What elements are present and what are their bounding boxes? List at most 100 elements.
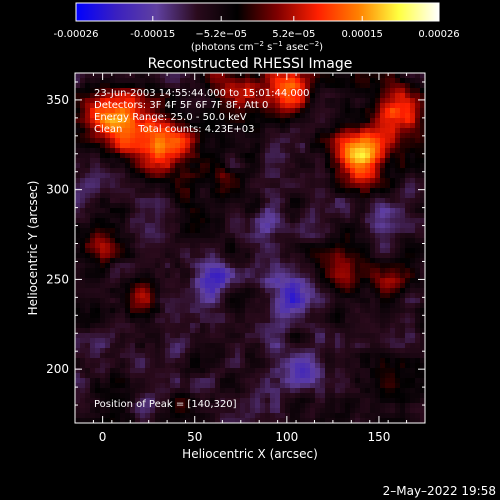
heatmap-cell	[255, 178, 261, 184]
heatmap-cell	[410, 83, 416, 89]
heatmap-cell	[100, 163, 106, 169]
heatmap-cell	[80, 313, 86, 319]
heatmap-cell	[310, 418, 316, 423]
heatmap-cell	[335, 418, 341, 423]
heatmap-cell	[385, 213, 391, 219]
heatmap-cell	[315, 243, 321, 249]
heatmap-cell	[405, 333, 411, 339]
heatmap-cell	[90, 328, 96, 334]
heatmap-cell	[290, 118, 296, 124]
heatmap-cell	[155, 218, 161, 224]
heatmap-cell	[110, 353, 116, 359]
heatmap-cell	[170, 388, 176, 394]
heatmap-cell	[85, 163, 91, 169]
heatmap-cell	[265, 403, 271, 409]
heatmap-cell	[360, 418, 366, 423]
heatmap-cell	[80, 128, 86, 134]
heatmap-cell	[195, 328, 201, 334]
heatmap-cell	[335, 318, 341, 324]
heatmap-cell	[220, 238, 226, 244]
heatmap-cell	[185, 393, 191, 399]
heatmap-cell	[395, 168, 401, 174]
heatmap-cell	[270, 393, 276, 399]
heatmap-cell	[115, 128, 121, 134]
heatmap-cell	[355, 268, 361, 274]
heatmap-cell	[155, 168, 161, 174]
heatmap-cell	[380, 368, 386, 374]
heatmap-cell	[415, 213, 421, 219]
heatmap-cell	[225, 158, 231, 164]
heatmap-cell	[400, 193, 406, 199]
heatmap-cell	[335, 398, 341, 404]
heatmap-cell	[95, 123, 101, 129]
heatmap-cell	[345, 133, 351, 139]
heatmap-cell	[175, 388, 181, 394]
heatmap-cell	[290, 288, 296, 294]
heatmap-cell	[385, 78, 391, 84]
heatmap-cell	[420, 148, 425, 154]
heatmap-cell	[235, 148, 241, 154]
heatmap-cell	[155, 258, 161, 264]
heatmap-cell	[380, 198, 386, 204]
heatmap-cell	[190, 173, 196, 179]
heatmap-cell	[150, 303, 156, 309]
heatmap-cell	[265, 83, 271, 89]
heatmap-cell	[290, 238, 296, 244]
heatmap-cell	[205, 208, 211, 214]
heatmap-cell	[410, 233, 416, 239]
heatmap-cell	[385, 373, 391, 379]
heatmap-cell	[105, 333, 111, 339]
heatmap-cell	[385, 183, 391, 189]
heatmap-cell	[195, 203, 201, 209]
heatmap-cell	[125, 278, 131, 284]
heatmap-cell	[330, 248, 336, 254]
heatmap-cell	[300, 333, 306, 339]
heatmap-cell	[80, 143, 86, 149]
heatmap-cell	[75, 228, 81, 234]
heatmap-cell	[420, 243, 425, 249]
heatmap-cell	[155, 288, 161, 294]
heatmap-cell	[270, 133, 276, 139]
heatmap-cell	[210, 243, 216, 249]
heatmap-cell	[195, 153, 201, 159]
heatmap-cell	[140, 373, 146, 379]
heatmap-cell	[330, 108, 336, 114]
heatmap-cell	[325, 293, 331, 299]
heatmap-cell	[295, 318, 301, 324]
heatmap-cell	[285, 123, 291, 129]
heatmap-cell	[210, 218, 216, 224]
heatmap-cell	[350, 173, 356, 179]
heatmap-cell	[400, 318, 406, 324]
heatmap-cell	[400, 403, 406, 409]
heatmap-cell	[340, 143, 346, 149]
heatmap-cell	[220, 308, 226, 314]
heatmap-cell	[310, 163, 316, 169]
heatmap-cell	[95, 88, 101, 94]
heatmap-cell	[280, 228, 286, 234]
heatmap-cell	[235, 308, 241, 314]
heatmap-cell	[375, 123, 381, 129]
heatmap-cell	[395, 388, 401, 394]
heatmap-cell	[275, 103, 281, 109]
heatmap-cell	[390, 173, 396, 179]
heatmap-cell	[370, 238, 376, 244]
heatmap-cell	[375, 378, 381, 384]
heatmap-cell	[160, 93, 166, 99]
heatmap-cell	[175, 358, 181, 364]
heatmap-cell	[270, 268, 276, 274]
heatmap-cell	[375, 238, 381, 244]
heatmap-cell	[150, 93, 156, 99]
heatmap-cell	[130, 343, 136, 349]
heatmap-cell	[90, 253, 96, 259]
heatmap-cell	[255, 363, 261, 369]
heatmap-cell	[200, 283, 206, 289]
heatmap-cell	[415, 413, 421, 419]
heatmap-cell	[155, 163, 161, 169]
heatmap-cell	[230, 353, 236, 359]
heatmap-cell	[195, 368, 201, 374]
heatmap-cell	[355, 153, 361, 159]
heatmap-cell	[345, 253, 351, 259]
heatmap-cell	[390, 163, 396, 169]
heatmap-cell	[245, 408, 251, 414]
heatmap-cell	[385, 273, 391, 279]
